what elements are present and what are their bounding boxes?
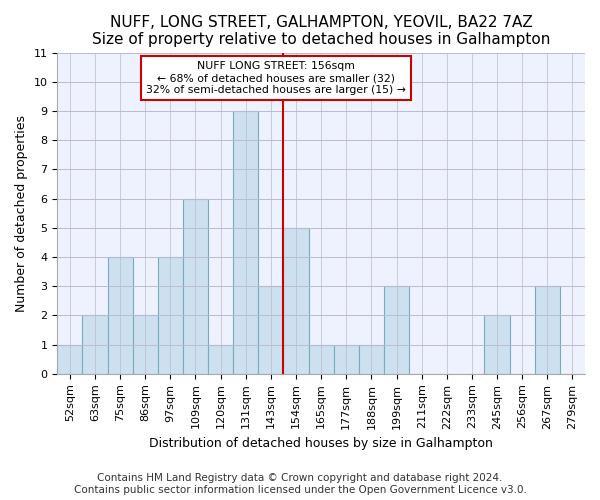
Bar: [283, 228, 308, 374]
Bar: [359, 344, 384, 374]
Bar: [384, 286, 409, 374]
Bar: [133, 316, 158, 374]
Text: Contains HM Land Registry data © Crown copyright and database right 2024.
Contai: Contains HM Land Registry data © Crown c…: [74, 474, 526, 495]
Bar: [308, 344, 334, 374]
Bar: [233, 111, 259, 374]
Text: NUFF LONG STREET: 156sqm
← 68% of detached houses are smaller (32)
32% of semi-d: NUFF LONG STREET: 156sqm ← 68% of detach…: [146, 62, 406, 94]
Bar: [57, 344, 82, 374]
Bar: [259, 286, 283, 374]
Y-axis label: Number of detached properties: Number of detached properties: [15, 115, 28, 312]
Bar: [535, 286, 560, 374]
Bar: [107, 257, 133, 374]
Bar: [484, 316, 509, 374]
Bar: [183, 198, 208, 374]
Bar: [82, 316, 107, 374]
Bar: [208, 344, 233, 374]
Bar: [334, 344, 359, 374]
X-axis label: Distribution of detached houses by size in Galhampton: Distribution of detached houses by size …: [149, 437, 493, 450]
Bar: [158, 257, 183, 374]
Title: NUFF, LONG STREET, GALHAMPTON, YEOVIL, BA22 7AZ
Size of property relative to det: NUFF, LONG STREET, GALHAMPTON, YEOVIL, B…: [92, 15, 550, 48]
